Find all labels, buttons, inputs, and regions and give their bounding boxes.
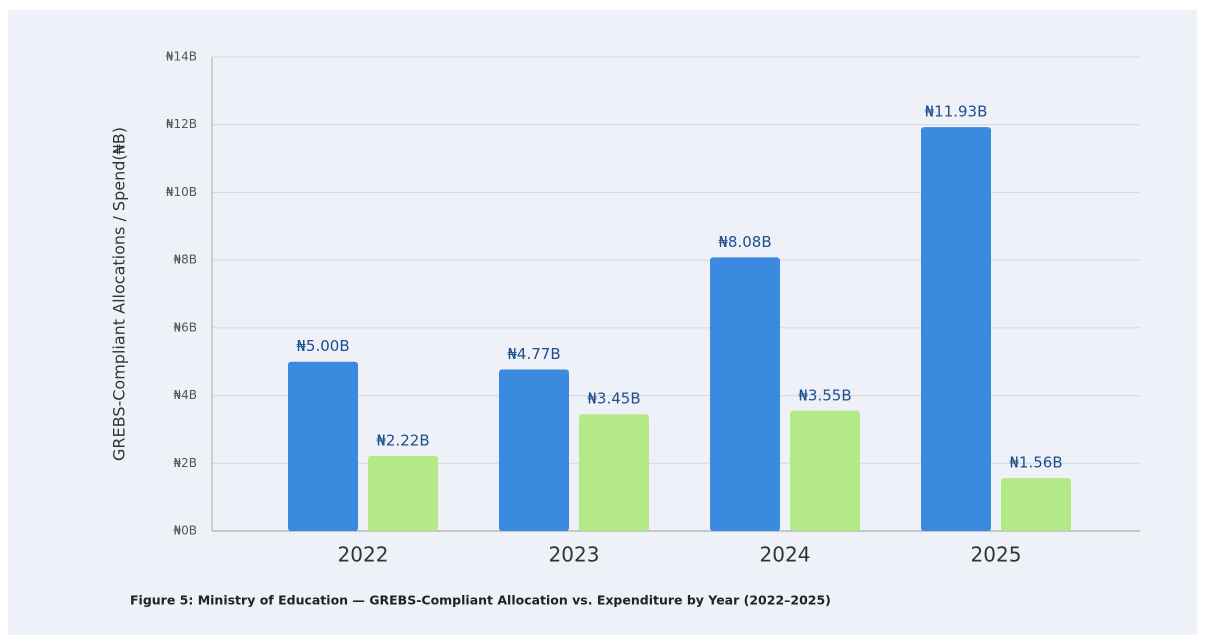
y-tick-label: ₦12B (166, 117, 197, 131)
y-tick-label: ₦8B (173, 253, 197, 267)
y-tick-label: ₦2B (173, 456, 197, 470)
x-tick-label: 2025 (971, 543, 1022, 567)
value-label: ₦1.56B (1009, 454, 1062, 472)
bar (921, 127, 991, 531)
bar (790, 410, 860, 531)
value-label: ₦5.00B (296, 337, 349, 355)
x-tick-label: 2022 (338, 543, 389, 567)
value-label: ₦11.93B (925, 103, 988, 121)
y-tick-label: ₦14B (166, 50, 197, 64)
bar (710, 257, 780, 531)
y-tick-label: ₦6B (173, 320, 197, 334)
y-tick-label: ₦10B (166, 185, 197, 199)
bar (1001, 478, 1071, 531)
bar (368, 455, 438, 531)
caption: Figure 5: Ministry of Education — GREBS-… (130, 593, 831, 608)
y-tick-label: ₦4B (173, 388, 197, 402)
value-label: ₦3.45B (587, 390, 640, 408)
bar (579, 414, 649, 531)
x-tick-label: 2024 (760, 543, 811, 567)
value-label: ₦2.22B (376, 431, 429, 449)
y-axis-label: GREBS-Compliant Allocations / Spend(₦B) (110, 127, 129, 461)
value-label: ₦3.55B (798, 386, 851, 404)
bar (288, 361, 358, 531)
value-label: ₦8.08B (718, 233, 771, 251)
value-label: ₦4.77B (507, 345, 560, 363)
x-tick-label: 2023 (549, 543, 600, 567)
y-tick-label: ₦0B (173, 524, 197, 538)
bar (499, 369, 569, 531)
